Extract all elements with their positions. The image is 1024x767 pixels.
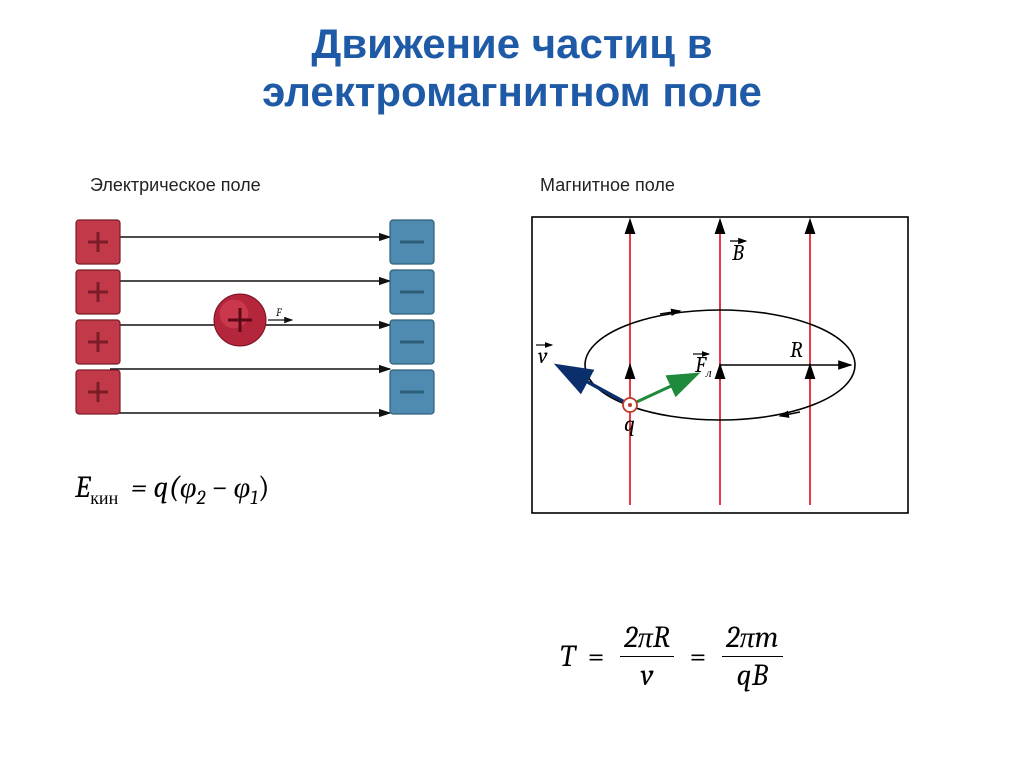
formula-E: E [75, 470, 90, 505]
formula-eq1: = q(φ [131, 470, 197, 505]
formula-E-sub: кин [90, 488, 118, 509]
formula-den2: qB [722, 656, 783, 693]
formula-eq-1: = [588, 639, 605, 674]
formula-frac-2: 2πm qB [722, 620, 783, 693]
svg-text:q: q [624, 411, 635, 437]
svg-text:Fл: Fл [694, 352, 712, 381]
page-title: Движение частиц в электромагнитном поле [0, 20, 1024, 117]
right-heading-text: Магнитное поле [540, 175, 675, 195]
formula-sub1: 1 [250, 486, 258, 509]
magnetic-formula: T = 2πR v = 2πm qB [560, 620, 786, 693]
formula-den1: v [620, 656, 674, 693]
title-line-2: электромагнитном поле [262, 68, 762, 115]
electric-field-diagram: F [70, 205, 440, 430]
svg-text:B: B [731, 240, 744, 266]
formula-num2: 2πm [722, 620, 783, 656]
formula-mid: − φ [205, 470, 250, 505]
formula-T: T [560, 639, 575, 674]
svg-text:R: R [790, 337, 803, 363]
electric-formula: Eкин = q(φ2 − φ1) [75, 470, 269, 509]
formula-num1: 2πR [620, 620, 674, 656]
formula-frac-1: 2πR v [620, 620, 674, 693]
right-heading: Магнитное поле [540, 175, 675, 196]
svg-text:F: F [275, 306, 282, 319]
formula-end: ) [258, 470, 269, 505]
magnetic-field-svg: Bv Fл Rq [520, 205, 920, 525]
svg-text:v: v [538, 343, 548, 369]
electric-field-svg: F [70, 205, 440, 430]
formula-eq-2: = [690, 639, 707, 674]
title-line-1: Движение частиц в [311, 20, 712, 67]
magnetic-field-diagram: Bv Fл Rq [520, 205, 920, 525]
left-heading: Электрическое поле [90, 175, 261, 196]
left-heading-text: Электрическое поле [90, 175, 261, 195]
